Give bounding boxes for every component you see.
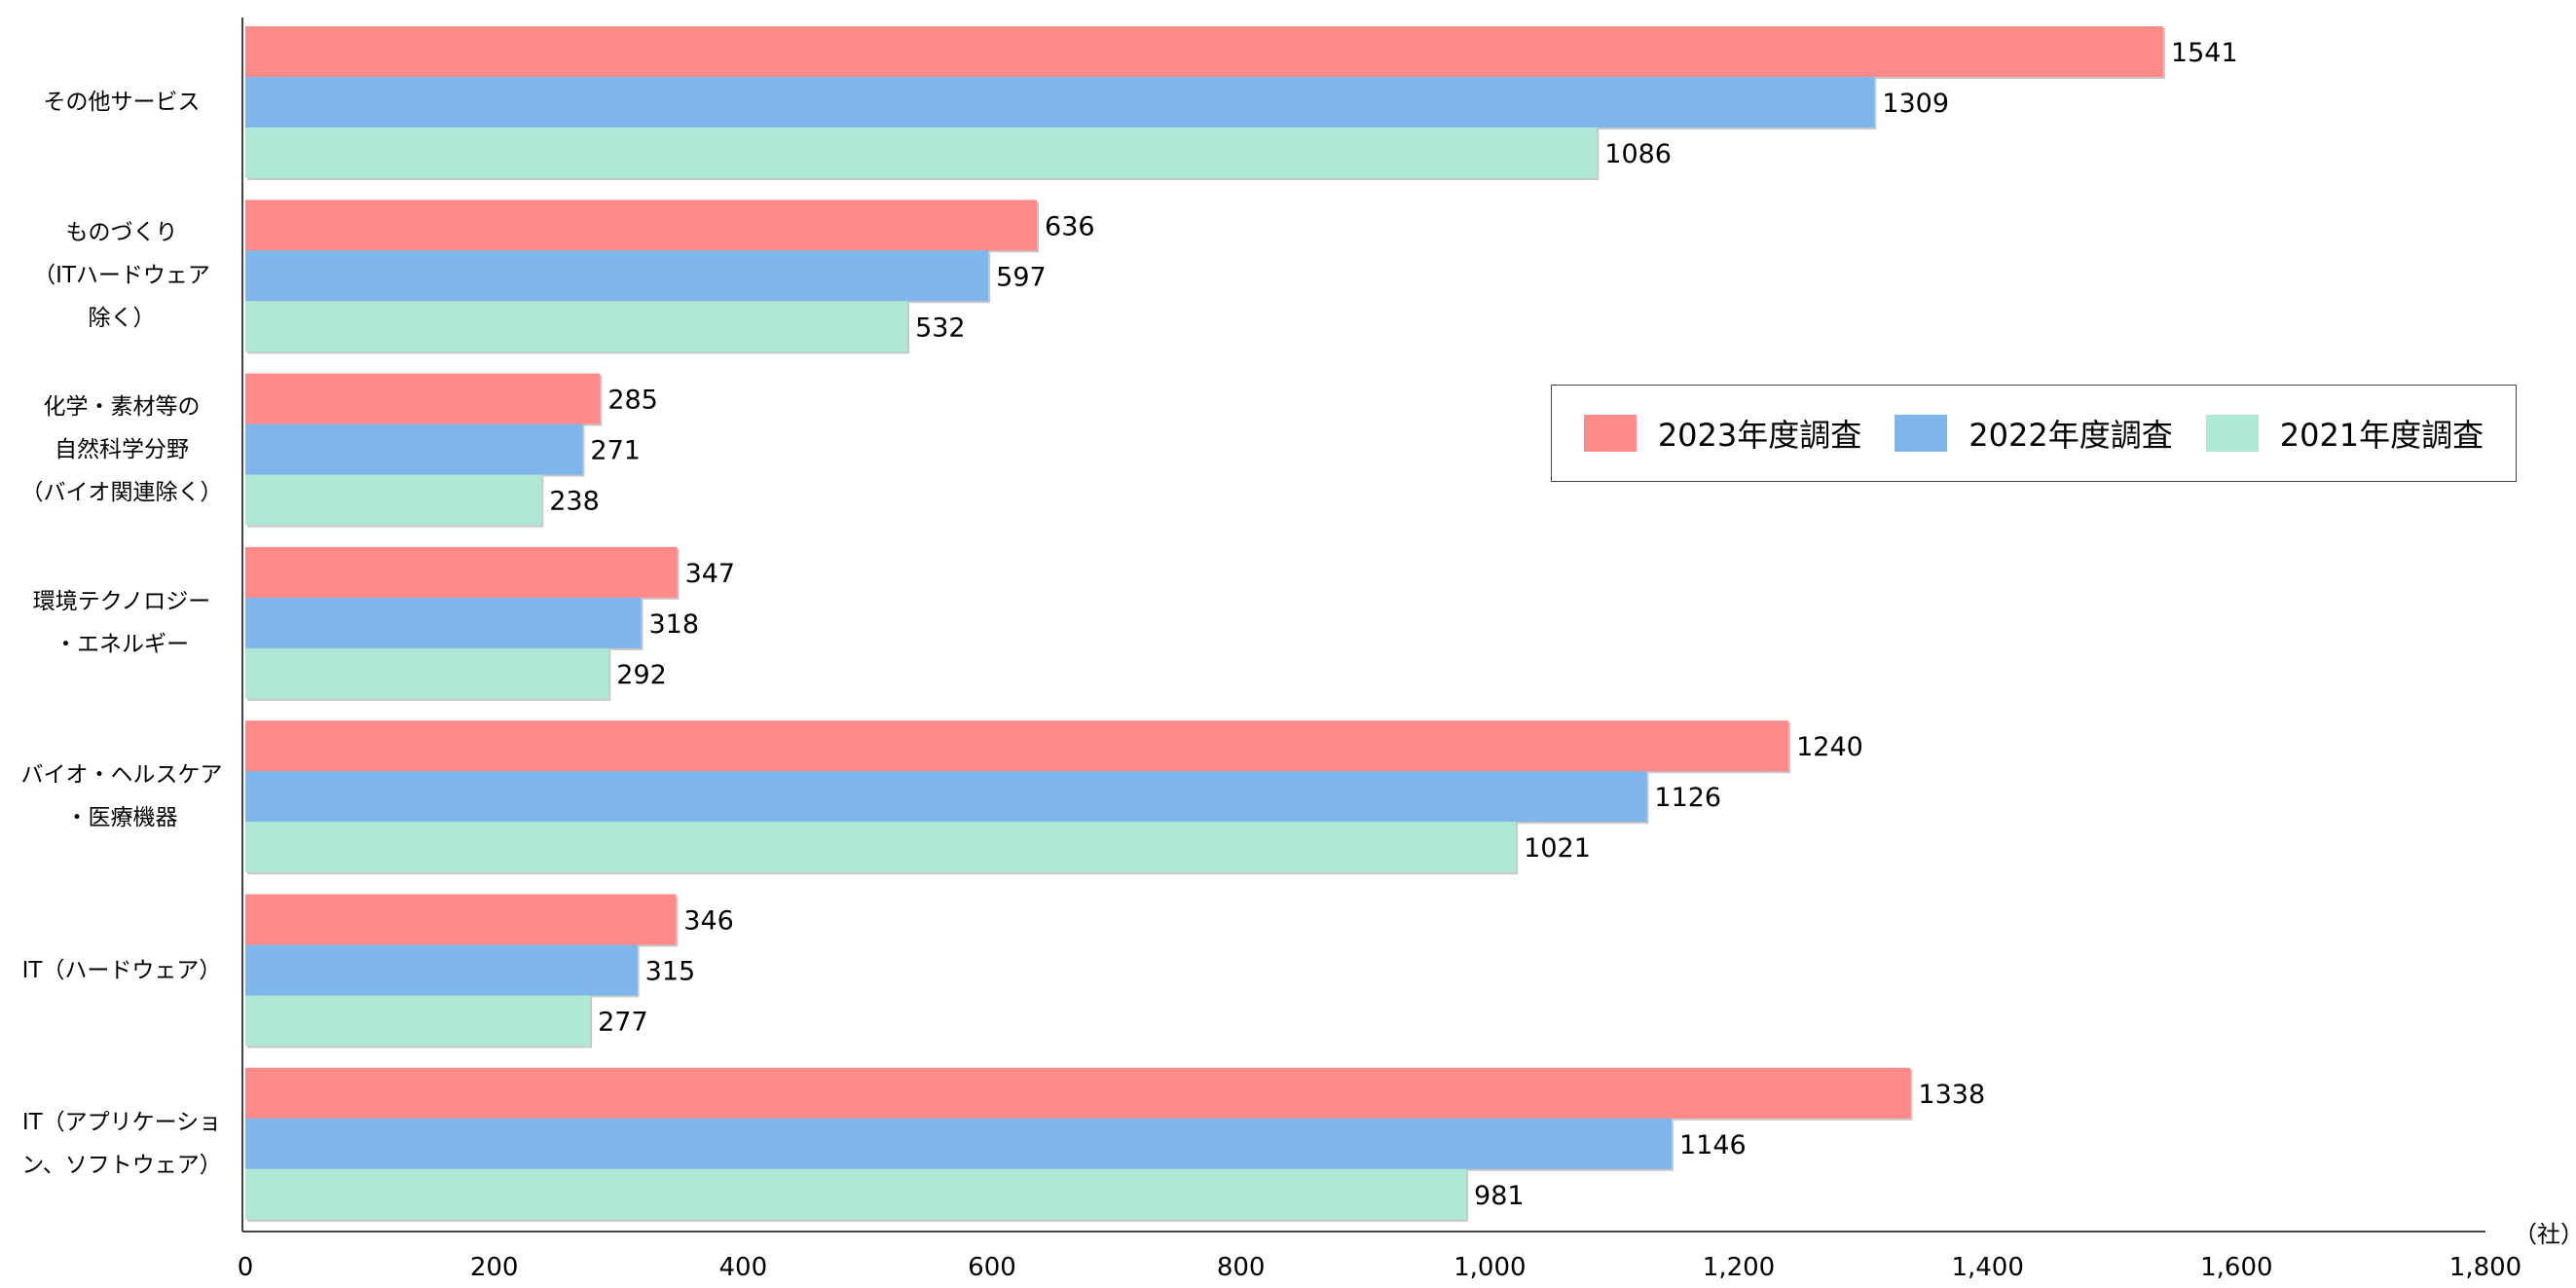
bar — [245, 1168, 1467, 1220]
category-label: IT（ハードウェア） — [21, 957, 222, 983]
legend-label: 2021年度調査 — [2279, 417, 2484, 454]
bar-value-label: 277 — [598, 1008, 648, 1038]
bar — [245, 822, 1517, 873]
x-tick-label: 1,200 — [1703, 1253, 1775, 1282]
bar-value-label: 292 — [616, 660, 667, 690]
x-tick-label: 400 — [719, 1253, 768, 1282]
legend-item: 2022年度調査 — [1895, 411, 2173, 456]
bar-value-label: 1309 — [1882, 89, 1949, 119]
x-tick-label: 1,800 — [2449, 1253, 2521, 1282]
bar-value-label: 1146 — [1679, 1130, 1747, 1160]
category-label: ものづくり （ITハードウェア 除く） — [33, 220, 210, 332]
bar-value-label: 1541 — [2171, 38, 2238, 68]
bar-value-label: 285 — [607, 386, 658, 416]
x-tick-label: 0 — [238, 1253, 254, 1282]
bar-value-label: 1021 — [1524, 833, 1591, 864]
legend-swatch — [1583, 415, 1637, 452]
bar-value-label: 597 — [996, 262, 1047, 292]
bar — [245, 894, 677, 945]
bar — [245, 944, 638, 996]
x-tick-label: 800 — [1217, 1253, 1266, 1282]
bar — [245, 995, 591, 1047]
legend-label: 2022年度調査 — [1969, 417, 2173, 454]
bar — [245, 1067, 1911, 1119]
category-label: 化学・素材等の 自然科学分野 （バイオ関連除く） — [20, 393, 223, 505]
legend-label: 2023年度調査 — [1657, 417, 1862, 454]
bar-value-label: 981 — [1474, 1181, 1525, 1211]
bar-value-label: 238 — [549, 487, 600, 517]
x-tick-label: 1,000 — [1454, 1253, 1526, 1282]
bar-value-label: 532 — [915, 313, 966, 343]
category-label: その他サービス — [43, 90, 201, 115]
bar — [245, 373, 601, 424]
bar-value-label: 315 — [645, 957, 696, 987]
bar — [245, 200, 1038, 251]
x-tick-label: 600 — [968, 1253, 1016, 1282]
bar — [245, 423, 583, 475]
bar — [245, 546, 678, 598]
legend-swatch — [1895, 415, 1948, 452]
bar-value-label: 1240 — [1796, 732, 1863, 762]
bar-value-label: 347 — [685, 559, 736, 589]
bar — [245, 128, 1598, 178]
bar-value-label: 318 — [649, 609, 700, 640]
bar-value-label: 636 — [1045, 211, 1095, 241]
bar — [245, 77, 1875, 128]
legend-item: 2021年度調査 — [2205, 411, 2484, 456]
bar-value-label: 1126 — [1654, 783, 1721, 813]
bar — [245, 771, 1647, 823]
legend-swatch — [2205, 415, 2259, 452]
bar-value-label: 271 — [590, 436, 641, 466]
legend-item: 2023年度調査 — [1583, 411, 1862, 456]
bar — [245, 474, 542, 526]
x-axis-unit: （社） — [2514, 1221, 2576, 1248]
bar — [245, 26, 2163, 77]
category-label: バイオ・ヘルスケア ・医療機器 — [20, 762, 223, 831]
bar-value-label: 346 — [683, 906, 734, 937]
x-tick-label: 1,400 — [1951, 1253, 2023, 1282]
x-tick-label: 1,600 — [2200, 1253, 2272, 1282]
bar — [245, 1118, 1672, 1169]
category-label: 環境テクノロジー ・エネルギー — [32, 588, 211, 657]
chart-legend: 2023年度調査 2022年度調査 2021年度調査 — [1551, 385, 2517, 482]
x-tick-label: 200 — [470, 1253, 519, 1282]
bar — [245, 647, 609, 699]
bar-value-label: 1086 — [1604, 139, 1672, 169]
bar — [245, 720, 1789, 772]
bar — [245, 250, 989, 302]
category-label: IT（アプリケーショ ン、ソフトウェア） — [21, 1109, 222, 1178]
bar-value-label: 1338 — [1918, 1080, 1985, 1110]
bar — [245, 301, 908, 352]
bar — [245, 597, 642, 648]
